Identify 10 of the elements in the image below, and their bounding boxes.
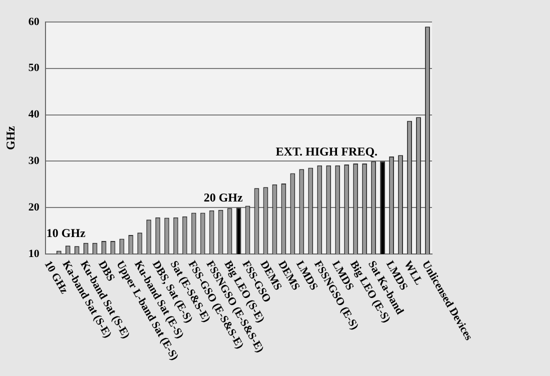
y-tick-label: 20 [28,201,40,214]
annotation: 20 GHz [204,190,244,205]
y-tick-label: 60 [28,16,40,28]
y-tick-label: 30 [28,155,40,168]
annotation: 10 GHz [46,226,86,240]
y-tick-label: 40 [28,108,40,121]
y-tick-label: 10 [28,248,40,260]
annotation: EXT. HIGH FREQ. [276,144,378,158]
y-tick-label: 50 [28,62,40,74]
y-axis-title: GHz [3,125,18,150]
